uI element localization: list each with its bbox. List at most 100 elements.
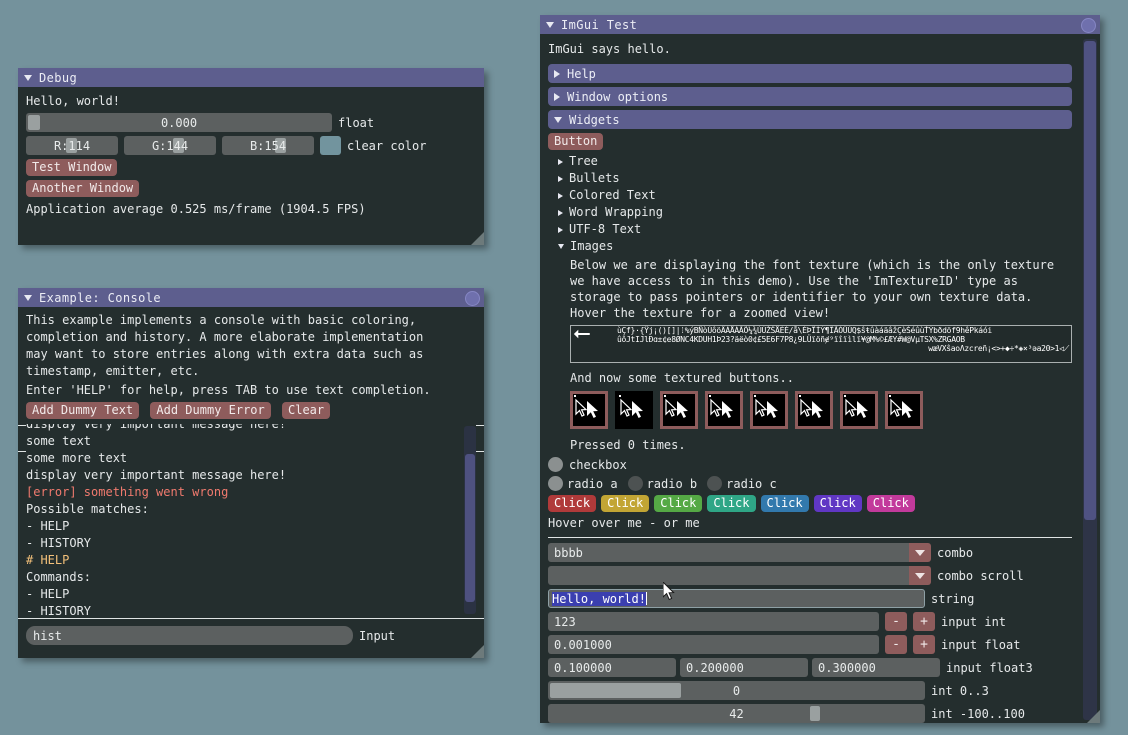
input-int-plus-button[interactable]: + bbox=[913, 612, 935, 631]
add-dummy-text-button[interactable]: Add Dummy Text bbox=[26, 402, 140, 419]
clear-color-swatch[interactable] bbox=[320, 136, 341, 155]
test-window-scrollbar-thumb[interactable] bbox=[1084, 41, 1096, 520]
console-window-titlebar[interactable]: Example: Console bbox=[18, 288, 484, 307]
tree-node-bullets[interactable]: Bullets bbox=[548, 170, 1072, 187]
images-description-text: Below we are displaying the font texture… bbox=[570, 258, 1055, 320]
tree-node-word-wrapping[interactable]: Word Wrapping bbox=[548, 204, 1072, 221]
console-command-input[interactable]: hist bbox=[26, 626, 353, 645]
console-log-line: - HELP bbox=[26, 587, 70, 601]
another-window-button[interactable]: Another Window bbox=[26, 180, 140, 197]
console-log-line: - HISTORY bbox=[26, 536, 92, 550]
demo-checkbox[interactable] bbox=[548, 457, 563, 472]
click-button-4[interactable]: Click bbox=[760, 495, 809, 512]
combo-scroll-box[interactable] bbox=[548, 566, 909, 585]
console-window-resize-grip[interactable] bbox=[471, 645, 484, 658]
textured-buttons-label: And now some textured buttons.. bbox=[570, 371, 794, 385]
click-button-0[interactable]: Click bbox=[548, 495, 597, 512]
test-window-titlebar[interactable]: ImGui Test bbox=[540, 15, 1100, 34]
input-float3-y[interactable]: 0.200000 bbox=[680, 658, 808, 677]
input-float3-x-value: 0.100000 bbox=[554, 660, 612, 675]
float-slider-row: 0.000 float bbox=[26, 113, 476, 132]
textured-button[interactable] bbox=[750, 391, 788, 429]
console-log-line: Commands: bbox=[26, 570, 92, 584]
chevron-down-icon[interactable] bbox=[546, 21, 554, 28]
textured-button[interactable] bbox=[705, 391, 743, 429]
combo-box[interactable]: bbbb bbox=[548, 543, 909, 562]
console-collapse-button[interactable] bbox=[465, 291, 480, 306]
click-button-3[interactable]: Click bbox=[707, 495, 756, 512]
click-button-1[interactable]: Click bbox=[601, 495, 650, 512]
console-log-line: some text bbox=[26, 434, 92, 448]
slider-int-b[interactable]: 42 bbox=[548, 704, 925, 723]
radio-a[interactable] bbox=[548, 476, 563, 491]
tree-node-images[interactable]: Images bbox=[548, 238, 1072, 255]
slider-int-a-grab[interactable] bbox=[550, 683, 681, 698]
font-texture-row-2: ûôJtIJlÐɑ±¢e8ØNC4KDUH1Þ23?äëò0¢£5E6F7P8¿… bbox=[617, 335, 965, 344]
input-float3-z-value: 0.300000 bbox=[818, 660, 876, 675]
test-window-button[interactable]: Test Window bbox=[26, 159, 118, 176]
chevron-down-icon[interactable] bbox=[24, 294, 32, 301]
input-int-value: 123 bbox=[554, 614, 576, 629]
debug-window-titlebar[interactable]: Debug bbox=[18, 68, 484, 87]
input-float3-row: 0.100000 0.200000 0.300000 input float3 bbox=[548, 658, 1072, 677]
combo-arrow-button[interactable] bbox=[909, 543, 931, 562]
header-window-options[interactable]: Window options bbox=[548, 87, 1072, 106]
input-int-label: input int bbox=[941, 614, 1007, 629]
combo-label: combo bbox=[937, 545, 974, 560]
textured-button[interactable] bbox=[615, 391, 653, 429]
textured-button[interactable] bbox=[885, 391, 923, 429]
input-float-minus-button[interactable]: - bbox=[885, 635, 907, 654]
input-int-minus-button[interactable]: - bbox=[885, 612, 907, 631]
clear-color-b-grab[interactable] bbox=[275, 138, 286, 153]
radio-b-label: radio b bbox=[646, 476, 698, 491]
slider-int-b-row: 42 int -100..100 bbox=[548, 704, 1072, 723]
clear-color-r-grab[interactable] bbox=[66, 138, 77, 153]
font-texture-image[interactable]: ⭠ ùÇf}·{Ÿj¡()[]|⁞%ýBÑòÙôöÄÀÅÁÃÕ¼¾ÙÚŽŠÅÈÉ… bbox=[570, 325, 1072, 363]
float-slider-grab[interactable] bbox=[28, 115, 40, 130]
textured-button[interactable] bbox=[840, 391, 878, 429]
input-float3-z[interactable]: 0.300000 bbox=[812, 658, 940, 677]
widgets-button[interactable]: Button bbox=[548, 133, 604, 150]
combo-scroll-arrow-button[interactable] bbox=[909, 566, 931, 585]
tree-node-utf8-text[interactable]: UTF-8 Text bbox=[548, 221, 1072, 238]
test-window-resize-grip[interactable] bbox=[1087, 710, 1100, 723]
chevron-right-icon bbox=[558, 192, 563, 199]
clear-color-b-slider[interactable]: B:154 bbox=[222, 136, 314, 155]
click-button-6[interactable]: Click bbox=[866, 495, 915, 512]
clear-color-g-slider[interactable]: G:144 bbox=[124, 136, 216, 155]
slider-int-b-grab[interactable] bbox=[810, 706, 820, 721]
console-scrollbar-thumb[interactable] bbox=[465, 454, 475, 602]
click-buttons-row: Click Click Click Click Click Click Click bbox=[548, 495, 1072, 512]
clear-button[interactable]: Clear bbox=[282, 402, 331, 419]
tree-node-tree[interactable]: Tree bbox=[548, 153, 1072, 170]
clear-color-g-grab[interactable] bbox=[173, 138, 184, 153]
textured-button[interactable] bbox=[570, 391, 608, 429]
input-float-label: input float bbox=[941, 637, 1021, 652]
click-button-2[interactable]: Click bbox=[654, 495, 703, 512]
input-int-field[interactable]: 123 bbox=[548, 612, 879, 631]
slider-int-a[interactable]: 0 bbox=[548, 681, 925, 700]
input-float-field[interactable]: 0.001000 bbox=[548, 635, 879, 654]
chevron-right-icon bbox=[558, 226, 563, 233]
chevron-down-icon[interactable] bbox=[24, 74, 32, 81]
header-widgets[interactable]: Widgets bbox=[548, 110, 1072, 129]
input-float3-x[interactable]: 0.100000 bbox=[548, 658, 676, 677]
test-window-collapse-button[interactable] bbox=[1081, 18, 1096, 33]
console-window: Example: Console This example implements… bbox=[18, 288, 484, 658]
debug-window-resize-grip[interactable] bbox=[471, 232, 484, 245]
float-slider[interactable]: 0.000 bbox=[26, 113, 332, 132]
click-button-5[interactable]: Click bbox=[813, 495, 862, 512]
radio-c[interactable] bbox=[707, 476, 723, 491]
textured-button[interactable] bbox=[660, 391, 698, 429]
console-log-region[interactable]: display very important message here! som… bbox=[26, 424, 476, 616]
header-help[interactable]: Help bbox=[548, 64, 1072, 83]
tree-node-colored-text[interactable]: Colored Text bbox=[548, 187, 1072, 204]
add-dummy-error-button[interactable]: Add Dummy Error bbox=[150, 402, 271, 419]
console-hint-text: Enter 'HELP' for help, press TAB to use … bbox=[26, 383, 431, 397]
clear-color-r-slider[interactable]: R:114 bbox=[26, 136, 118, 155]
input-float-plus-button[interactable]: + bbox=[913, 635, 935, 654]
textured-button[interactable] bbox=[795, 391, 833, 429]
radio-b[interactable] bbox=[627, 476, 643, 491]
imgui-test-window: ImGui Test ImGui says hello. Help Window… bbox=[540, 15, 1100, 723]
string-input[interactable]: Hello, world! bbox=[548, 589, 925, 608]
